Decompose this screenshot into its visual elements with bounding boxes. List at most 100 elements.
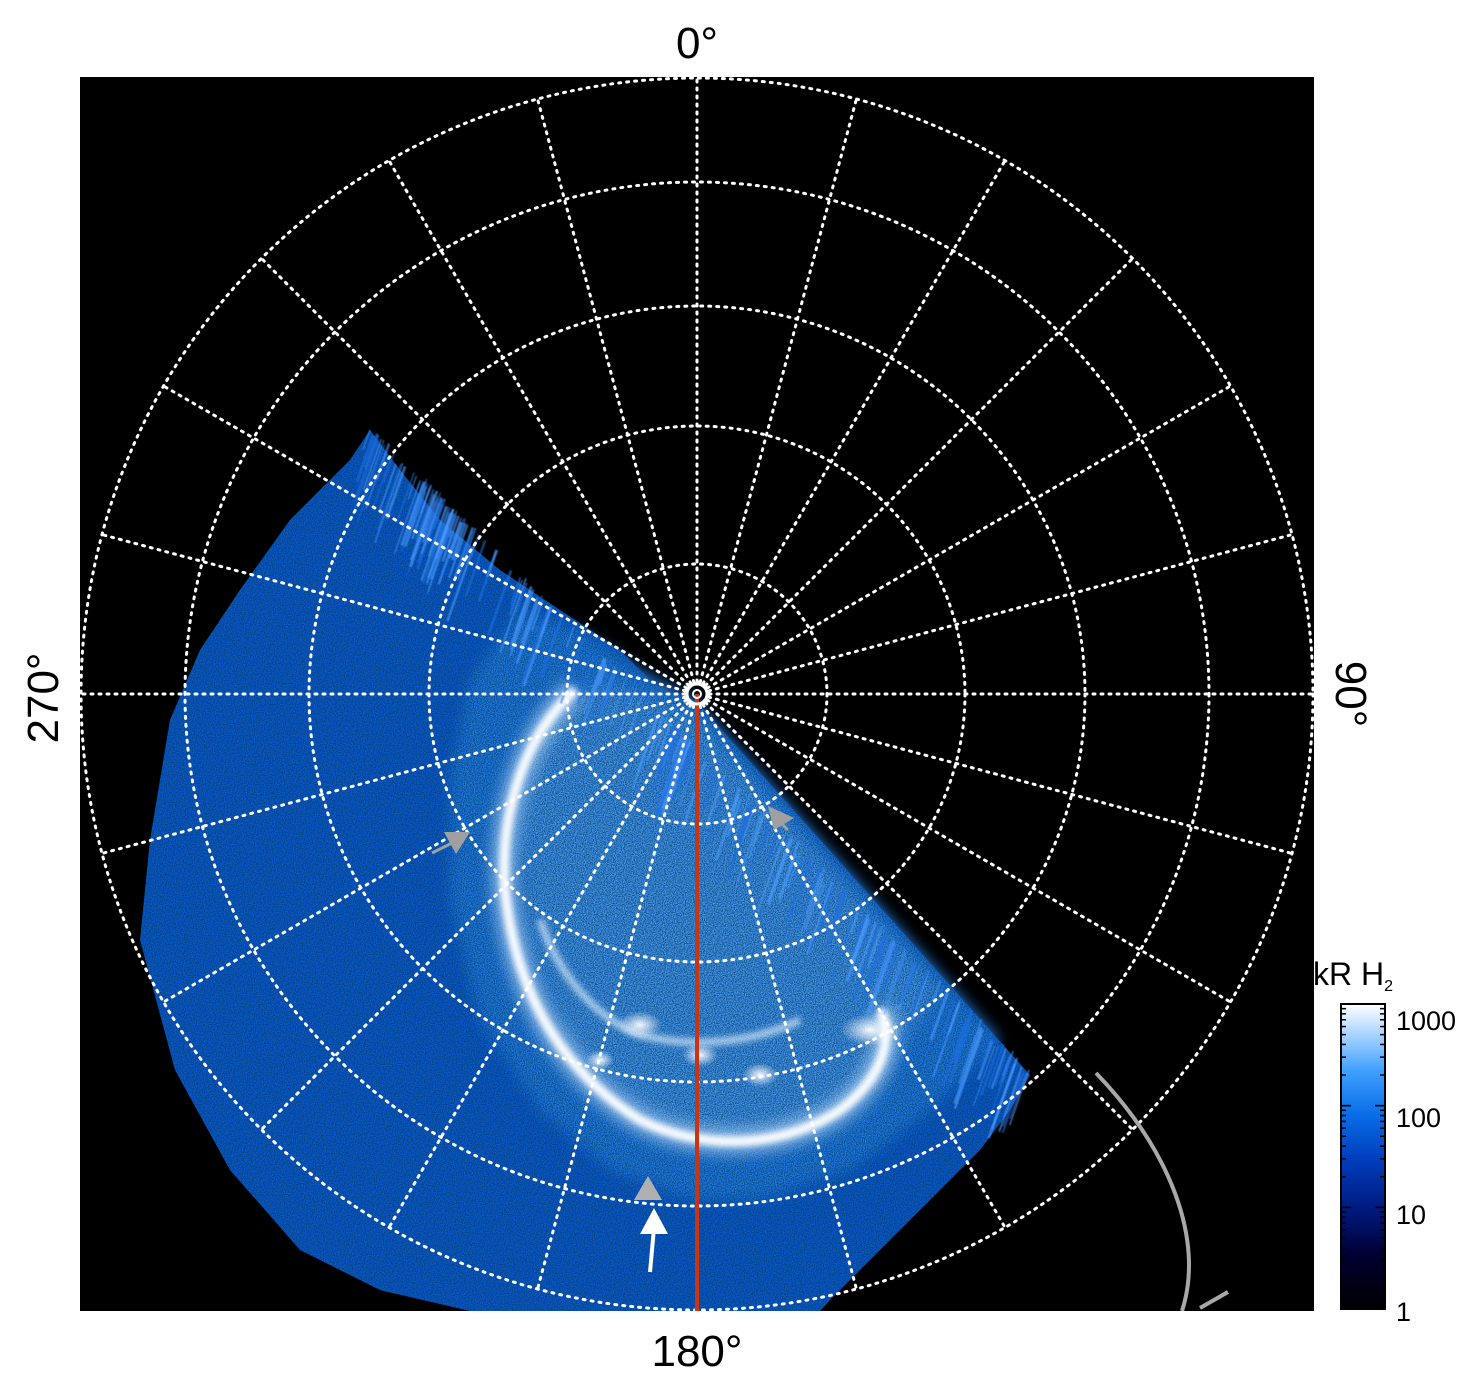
edge-streak [426, 495, 439, 528]
edge-streak [948, 1009, 961, 1044]
edge-streak [362, 438, 383, 491]
gray-curve [1094, 1071, 1191, 1311]
edge-streak [908, 966, 918, 990]
grid-meridian-line [100, 695, 687, 855]
edge-streak [1008, 1069, 1030, 1126]
edge-streak [980, 1031, 993, 1064]
edge-streak [422, 507, 451, 584]
edge-streak [799, 859, 812, 890]
edge-streak [794, 863, 814, 916]
edge-streak [979, 1038, 994, 1075]
edge-streak [437, 512, 451, 545]
edge-streak [704, 765, 714, 787]
edge-streak [371, 458, 391, 511]
edge-streak [868, 928, 881, 962]
edge-streak [898, 972, 928, 1050]
edge-streak [932, 980, 942, 1002]
edge-streak [409, 490, 439, 568]
edge-streak [446, 540, 477, 622]
grid-meridian-line [536, 97, 696, 684]
bright-spot [586, 1050, 614, 1070]
edge-streak [797, 863, 822, 929]
edge-streak [948, 1022, 972, 1084]
edge-streak [873, 937, 895, 993]
edge-streak [420, 496, 443, 555]
edge-streak [851, 918, 869, 964]
edge-streak [355, 434, 375, 483]
edge-streak [681, 761, 707, 829]
edge-streak [565, 626, 575, 648]
edge-streak [448, 524, 469, 579]
edge-streak [509, 581, 521, 610]
edge-streak [953, 1009, 973, 1059]
grid-latitude-circle [565, 562, 829, 826]
edge-streak [760, 818, 773, 849]
label-top: 0° [676, 19, 718, 68]
grid-meridian-line [707, 533, 1294, 693]
colorbar-title-sub: 2 [1384, 978, 1393, 995]
edge-streak [787, 853, 801, 889]
colorbar-tick-label: 10 [1396, 1200, 1426, 1230]
colorbar-ticks [1341, 1003, 1385, 1310]
edge-streak [1002, 1054, 1011, 1076]
edge-streak [1001, 1070, 1026, 1134]
edge-streak [800, 868, 825, 936]
edge-streak [861, 926, 888, 996]
edge-streak [374, 462, 404, 543]
colorbar-tick-label: 100 [1396, 1103, 1441, 1133]
edge-streak [499, 577, 527, 653]
edge-streak [973, 1045, 996, 1107]
edge-streak [929, 992, 949, 1041]
edge-streak [520, 597, 539, 644]
edge-streak [882, 952, 907, 1019]
edge-streak [447, 515, 458, 538]
bright-spot [742, 1063, 778, 1087]
edge-streak [400, 478, 428, 553]
grid-meridian-line [536, 704, 696, 1291]
edge-streak [405, 479, 422, 519]
edge-streak [378, 463, 397, 514]
edge-streak [868, 941, 896, 1014]
edge-streak [653, 742, 683, 820]
edge-streak [539, 615, 564, 677]
edge-streak [880, 947, 899, 995]
colorbar-tick-label: 1000 [1396, 1006, 1456, 1036]
edge-streak [520, 606, 550, 685]
edge-streak [784, 853, 811, 924]
edge-streak [427, 505, 447, 557]
bright-spot [618, 1011, 662, 1039]
edge-streak [851, 923, 881, 1002]
edge-streak [886, 947, 906, 999]
edge-streak [539, 605, 552, 637]
edge-streak [789, 857, 804, 896]
edge-streak [932, 1000, 961, 1078]
edge-streak [777, 840, 801, 899]
edge-streak [395, 472, 415, 524]
edge-streak [515, 582, 528, 614]
gray-arrow-left [431, 832, 470, 855]
edge-streak [742, 807, 756, 839]
grid-meridian-line [387, 159, 693, 686]
edge-streak [994, 1055, 1007, 1087]
edge-streak [990, 1048, 1007, 1090]
edge-streak [821, 887, 837, 927]
edge-streak [726, 798, 742, 837]
edge-streak [899, 961, 918, 1004]
edge-streak [487, 570, 513, 636]
edge-streak [735, 804, 752, 842]
edge-streak [675, 746, 691, 785]
label-left: 270° [19, 652, 68, 743]
edge-streak [856, 912, 866, 935]
gray-arrow-bottom [634, 1176, 662, 1200]
edge-streak [621, 687, 632, 709]
edge-streak [873, 942, 892, 993]
edge-streak [432, 510, 458, 577]
emission-noise [140, 430, 1030, 1311]
polar-grid [80, 77, 1314, 1311]
pole-marker-outer [685, 682, 709, 706]
edge-streak [816, 882, 826, 907]
pole-marker-inner [692, 689, 702, 699]
edge-streak [456, 518, 467, 541]
auroral-emission-region [140, 429, 1030, 1311]
edge-streak [409, 493, 436, 561]
